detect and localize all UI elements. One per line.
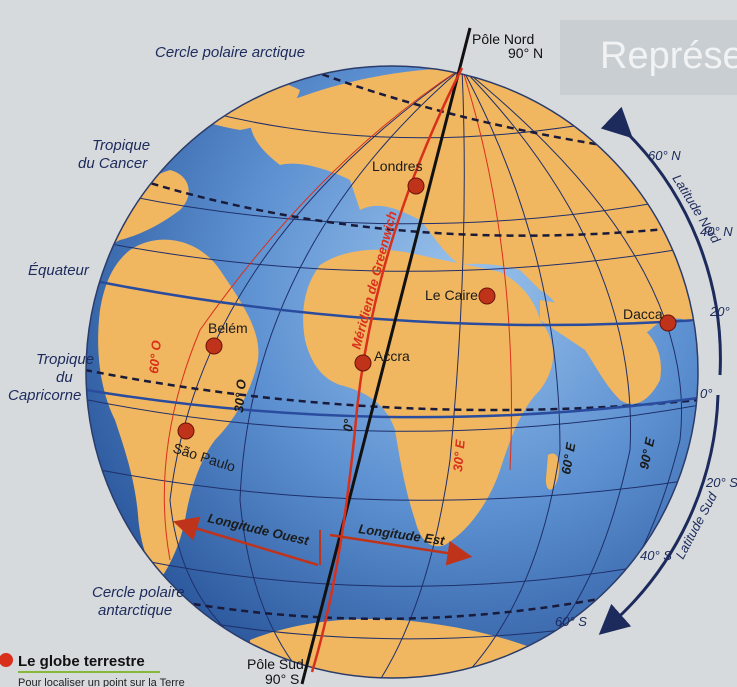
greenwich-meridian	[310, 67, 464, 673]
madagascar	[545, 453, 560, 490]
meridian-90e: 90° E	[636, 436, 657, 471]
meridian-line	[461, 67, 632, 651]
lat-60s: 60° S	[555, 614, 587, 629]
lat-40n: 40° N	[700, 224, 733, 239]
longitude-west-arrow	[173, 516, 319, 567]
label-north-pole-2: 90° N	[508, 45, 543, 61]
meridian-30e-line	[461, 67, 512, 471]
parallel-line	[199, 109, 611, 139]
city-label-dacca: Dacca	[623, 306, 663, 322]
label-antarctic-circle-1: Cercle polaire	[92, 584, 185, 601]
label-tropic-capricorn-1: Tropique	[36, 351, 94, 368]
meridian-line	[169, 67, 463, 651]
header-band	[560, 20, 737, 95]
label-arctic-circle: Cercle polaire arctique	[155, 44, 305, 61]
label-tropic-capricorn-2: du	[56, 369, 73, 386]
city-dot-dacca	[659, 314, 677, 332]
footer-text: Pour localiser un point sur la Terre	[18, 677, 185, 687]
label-south-pole-1: Pôle Sud	[247, 656, 304, 672]
city-dot-accra	[354, 354, 372, 372]
label-tropic-cancer-1: Tropique	[92, 137, 150, 154]
lat-40s: 40° S	[640, 548, 672, 563]
label-antarctic-circle-2: antarctique	[98, 602, 172, 619]
city-label-belem: Belém	[208, 320, 248, 336]
meridian-0: 0°	[340, 418, 356, 432]
meridian-30e: 30° E	[450, 439, 468, 472]
lat-20n: 20°	[709, 304, 730, 319]
city-label-accra: Accra	[374, 348, 410, 364]
label-north-pole-1: Pôle Nord	[472, 31, 534, 47]
lat-0: 0°	[700, 386, 712, 401]
parallel-line	[89, 239, 698, 272]
longitude-east-arrow	[329, 533, 473, 566]
parallel-line	[139, 559, 651, 587]
arctic-circle-line	[299, 66, 621, 150]
parallel-line	[189, 619, 601, 640]
label-tropic-cancer-2: du Cancer	[78, 155, 148, 172]
bg-title: Représentér	[600, 35, 737, 77]
meridian-30w: 30° O	[231, 379, 249, 414]
city-dot-londres	[407, 177, 425, 195]
earth-axis	[300, 27, 472, 685]
antarctica	[250, 619, 560, 678]
lat-20s: 20° S	[705, 475, 737, 490]
label-equator: Équateur	[28, 262, 90, 279]
label-tropic-capricorn-3: Capricorne	[8, 387, 81, 404]
latitude-south-arc	[598, 394, 720, 635]
footer-bullet	[0, 653, 13, 667]
city-dot-le-caire	[478, 287, 496, 305]
globe-outline	[85, 65, 699, 679]
tropic-capricorn-line	[86, 368, 698, 412]
city-dot-sao-paulo	[177, 422, 195, 440]
meridian-60w-line	[163, 67, 463, 561]
label-south-pole-2: 90° S	[265, 671, 299, 687]
meridian-60w: 60° O	[146, 340, 164, 375]
lat-60n: 60° N	[648, 148, 681, 163]
footer-title: Le globe terrestre	[18, 653, 145, 670]
meridian-60e: 60° E	[558, 441, 578, 475]
equator-front-line	[86, 388, 698, 419]
city-dot-belem	[205, 337, 223, 355]
equator-line	[89, 278, 698, 327]
south-america	[98, 239, 259, 580]
city-label-le-caire: Le Caire	[425, 287, 478, 303]
antarctic-circle-line	[169, 593, 621, 621]
parallel-line	[99, 469, 691, 501]
city-label-londres: Londres	[372, 158, 423, 174]
cities	[177, 177, 677, 440]
grid	[86, 66, 698, 678]
meridian-line	[239, 67, 463, 673]
meridian-line	[379, 67, 465, 678]
meridian-line	[461, 67, 561, 671]
tropic-cancer-line	[139, 178, 698, 237]
latitude-north-arc	[600, 106, 722, 376]
